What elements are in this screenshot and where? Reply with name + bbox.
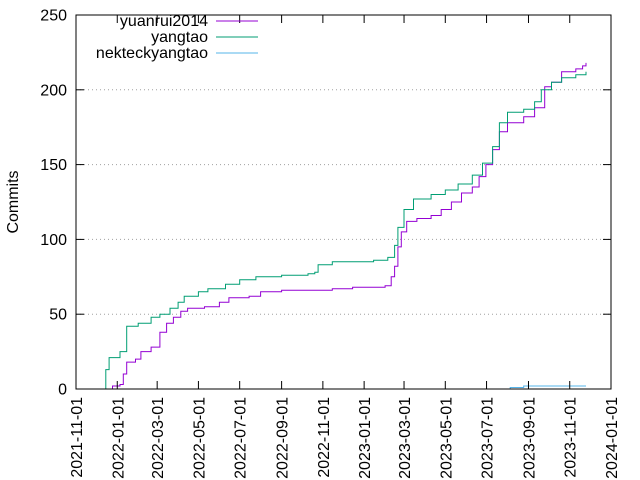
x-tick-label: 2022-11-01 xyxy=(316,397,333,478)
y-tick-label: 200 xyxy=(40,82,67,99)
y-axis-label: Commits xyxy=(5,170,22,233)
x-tick-label: 2023-03-01 xyxy=(397,397,414,479)
x-tick-label: 2023-05-01 xyxy=(438,397,455,479)
legend-label-yangtao: yangtao xyxy=(151,29,208,46)
series-line-yangtao xyxy=(102,71,587,390)
x-tick-label: 2022-07-01 xyxy=(233,397,250,479)
grid-lines xyxy=(76,89,611,315)
axis-ticks: 0 50 100 150 200 250 2021-11-01 2022-01-01 2022-… xyxy=(40,8,621,479)
plot-frame xyxy=(75,14,612,390)
series-line-yuanrui2014 xyxy=(105,62,587,390)
x-tick-label: 2023-07-01 xyxy=(480,397,497,479)
x-tick-label: 2023-01-01 xyxy=(357,397,374,479)
x-tick-label: 2023-09-01 xyxy=(521,397,538,479)
y-tick-label: 50 xyxy=(49,307,67,324)
x-tick-label: 2023-11-01 xyxy=(563,397,580,478)
x-tick-label: 2022-05-01 xyxy=(191,397,208,479)
legend-label-yuanrui2014: yuanrui2014 xyxy=(120,13,208,30)
series-lines xyxy=(102,62,587,390)
y-tick-label: 250 xyxy=(40,8,67,25)
x-tick-label: 2021-11-01 xyxy=(69,397,86,478)
x-tick-label: 2022-01-01 xyxy=(110,397,127,479)
x-tick-label: 2022-09-01 xyxy=(275,397,292,479)
y-tick-label: 0 xyxy=(58,382,67,399)
x-tick-label: 2022-03-01 xyxy=(150,397,167,479)
legend-label-nekteckyangtao: nekteckyangtao xyxy=(96,45,208,62)
x-tick-label: 2024-01-01 xyxy=(604,397,621,479)
y-tick-label: 100 xyxy=(40,232,67,249)
y-tick-label: 150 xyxy=(40,157,67,174)
